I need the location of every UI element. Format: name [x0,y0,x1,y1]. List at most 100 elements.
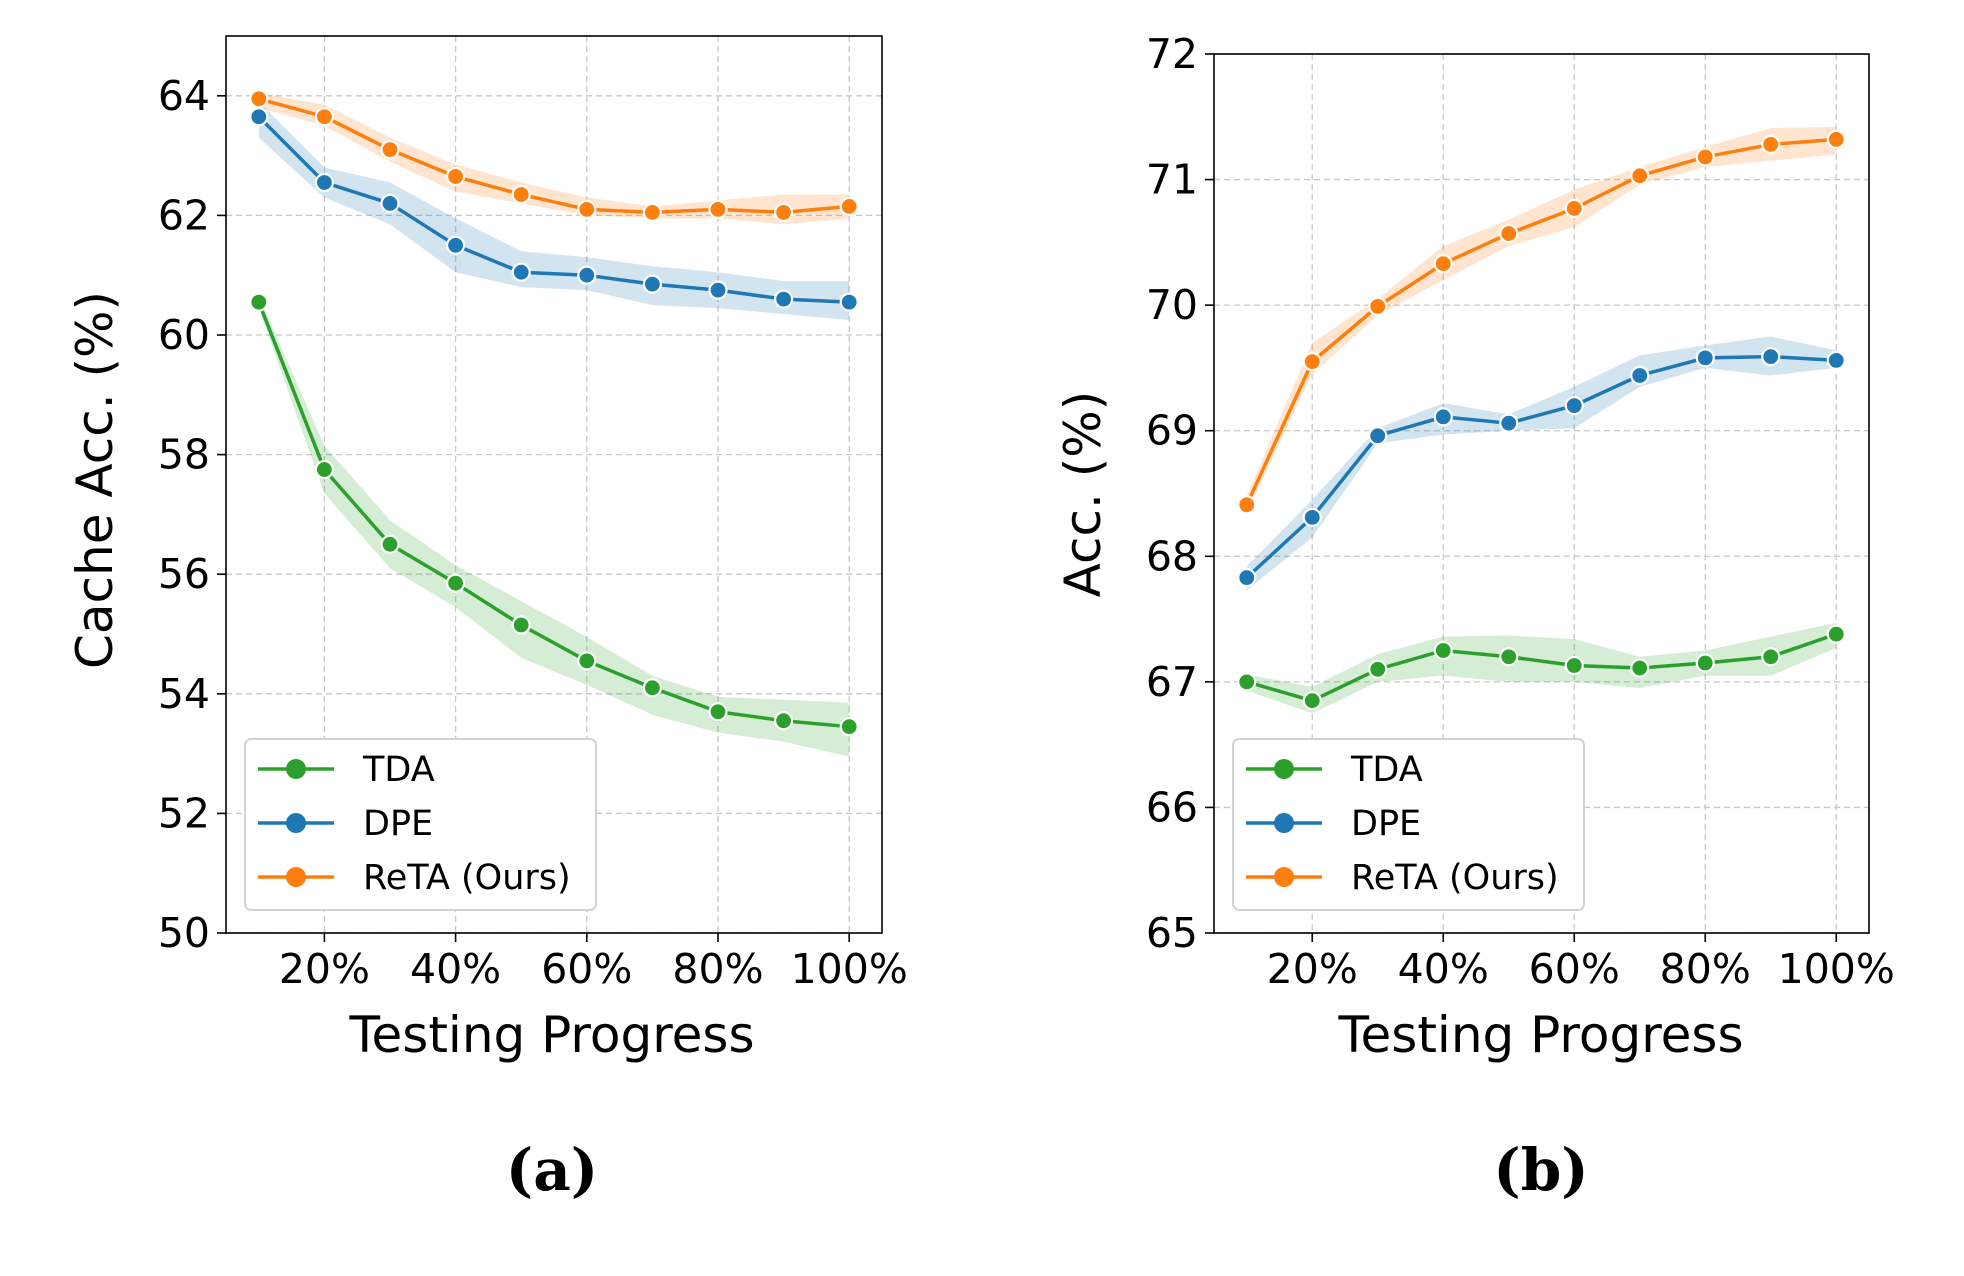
chart-a-ticks: 50 52 54 56 58 60 62 64 20% 40% 60% 80% 100% [158,72,908,993]
legend-dpe-label: DPE [1351,804,1421,844]
data-point-reta [1695,147,1715,167]
x-tick-label: 80% [1660,945,1751,993]
data-point-dpe [1302,507,1322,527]
data-point-dpe [773,289,794,309]
series-line-tda [257,301,850,729]
legend-tda-label: TDA [1350,750,1423,790]
data-point-reta [511,184,531,205]
data-point-reta [380,140,400,160]
data-point-tda [1761,647,1781,667]
data-point-dpe [1695,348,1715,368]
y-tick-label: 58 [158,431,210,479]
x-tick-label: 40% [1398,945,1489,993]
x-tick-label: 60% [541,945,632,993]
y-tick-label: 67 [1146,658,1198,706]
legend-tda-label: TDA [362,750,435,790]
chart-a-plot-frame [225,35,883,934]
x-tick-label: 100% [791,945,908,993]
data-point-tda [249,292,269,312]
data-point-dpe [1630,365,1650,386]
data-point-tda [1302,691,1322,711]
data-point-reta [249,89,269,109]
data-point-dpe [1761,347,1781,367]
data-point-reta [642,202,663,223]
chart-a-legend: TDA DPE ReTA (Ours) [244,738,597,911]
data-point-tda [511,615,531,635]
y-tick-label: 65 [1146,909,1198,957]
x-tick-label: 20% [279,945,370,993]
data-point-dpe [380,193,400,214]
chart-a-points [249,89,859,737]
data-point-tda [773,711,794,731]
data-point-tda [839,717,859,737]
data-point-tda [380,534,400,554]
data-point-reta [1433,254,1453,274]
y-tick-label: 56 [158,550,210,598]
data-point-dpe [1433,407,1453,427]
series-line-dpe [1245,354,1837,579]
chart-b-lines [1245,137,1837,703]
chart-b-bands [1246,126,1837,714]
y-tick-label: 52 [158,789,210,837]
data-point-reta [1302,352,1322,372]
data-point-dpe [1564,396,1584,416]
data-point-dpe [708,280,728,300]
chart-b-ticks: 65 66 67 68 69 70 71 72 20% 40% 60% 80% 100% [1146,30,1895,993]
data-point-tda [708,702,728,722]
chart-b-points [1237,129,1846,711]
data-point-tda [446,573,466,593]
data-point-dpe [249,107,269,127]
y-tick-label: 72 [1146,30,1198,78]
data-point-dpe [642,274,663,294]
x-tick-label: 60% [1529,945,1620,993]
x-tick-label: 40% [410,945,501,993]
data-point-reta [1761,134,1781,155]
chart-a-lines [257,97,850,729]
band-reta [1246,126,1837,513]
data-point-reta [314,107,334,127]
data-point-reta [1630,166,1650,186]
data-point-reta [1564,198,1584,219]
chart-a-bands [258,92,850,757]
data-point-reta [1237,495,1257,515]
data-point-reta [1368,296,1388,316]
y-tick-label: 50 [158,909,210,957]
y-tick-label: 54 [158,670,210,718]
series-line-reta [1245,137,1837,506]
chart-b: 65 66 67 68 69 70 71 72 20% 40% 60% 80% 100% Testing… [1054,30,1895,1204]
y-tick-label: 71 [1146,156,1198,204]
legend-reta-marker [1274,867,1294,887]
legend-dpe-label: DPE [363,804,433,844]
data-point-dpe [577,265,597,285]
data-point-reta [446,166,466,187]
chart-a-legend-box [244,738,597,911]
series-line-reta [258,97,850,215]
data-point-reta [773,202,794,223]
series-line-tda [1246,632,1837,703]
y-tick-label: 60 [158,311,210,359]
data-point-tda [1368,659,1388,679]
data-point-dpe [1237,568,1257,588]
legend-reta-label: ReTA (Ours) [363,858,571,898]
legend-dpe-marker [286,813,306,833]
x-tick-label: 80% [672,945,763,993]
x-tick-label: 100% [1778,945,1895,993]
y-tick-label: 70 [1146,281,1198,329]
data-point-tda [1499,647,1519,667]
data-point-tda [1695,653,1715,673]
data-point-reta [708,199,728,220]
data-point-reta [1499,223,1519,244]
data-point-reta [1826,129,1846,149]
data-point-tda [1826,624,1846,644]
data-point-dpe [446,235,466,255]
chart-b-xlabel: Testing Progress [1337,1006,1743,1064]
chart-b-caption: (b) [1493,1136,1588,1204]
data-point-tda [1564,655,1584,676]
chart-a-ylabel: Cache Acc. (%) [66,291,124,669]
data-point-dpe [511,262,531,282]
legend-reta-label: ReTA (Ours) [1351,858,1559,898]
data-point-dpe [1368,426,1388,446]
y-tick-label: 66 [1146,783,1198,831]
y-tick-label: 64 [158,72,210,120]
legend-dpe-marker [1274,813,1294,833]
